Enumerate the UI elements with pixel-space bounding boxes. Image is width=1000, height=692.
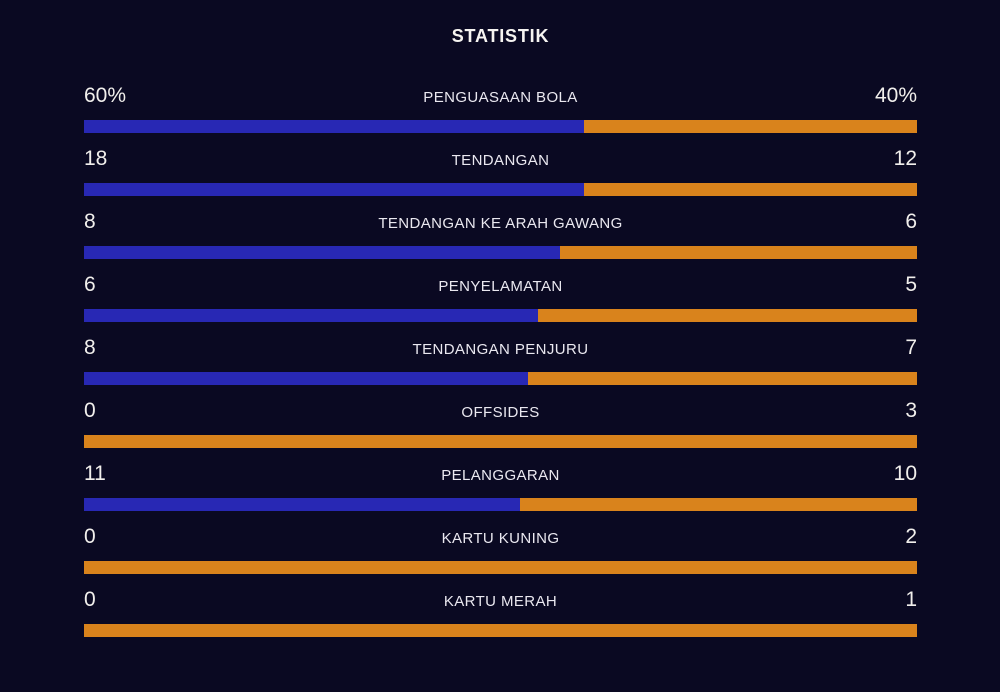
stat-row-head: 0 KARTU KUNING 2: [84, 525, 917, 549]
stat-label: TENDANGAN KE ARAH GAWANG: [378, 215, 623, 232]
stat-row: 0 OFFSIDES 3: [84, 399, 917, 448]
away-value: 10: [893, 462, 917, 485]
away-bar-segment: [583, 120, 917, 133]
stat-row-head: 0 OFFSIDES 3: [84, 399, 917, 423]
away-value: 2: [905, 525, 917, 548]
stat-bar: [84, 309, 917, 322]
panel-title: STATISTIK: [451, 26, 550, 46]
away-bar-segment: [520, 498, 917, 511]
away-bar-segment: [84, 561, 917, 574]
stat-bar: [84, 435, 917, 448]
home-value: 8: [84, 336, 96, 359]
home-value: 6: [84, 273, 96, 296]
away-bar-segment: [583, 183, 917, 196]
stat-row-head: 6 PENYELAMATAN 5: [84, 273, 917, 297]
stat-row: 8 TENDANGAN PENJURU 7: [84, 336, 917, 385]
stat-row: 60% PENGUASAAN BOLA 40%: [84, 84, 917, 133]
home-value: 60%: [84, 84, 127, 107]
home-bar-segment: [84, 183, 584, 196]
stat-label: KARTU KUNING: [441, 530, 560, 547]
home-bar-segment: [84, 120, 584, 133]
stat-label: KARTU MERAH: [443, 593, 558, 610]
stat-label: PENYELAMATAN: [438, 278, 563, 295]
home-value: 0: [84, 399, 96, 422]
stat-bar: [84, 183, 917, 196]
home-bar-segment: [84, 246, 560, 259]
stat-row-head: 18 TENDANGAN 12: [84, 147, 917, 171]
home-value: 0: [84, 525, 96, 548]
stat-bar: [84, 246, 917, 259]
stat-row: 6 PENYELAMATAN 5: [84, 273, 917, 322]
home-value: 18: [84, 147, 108, 170]
stat-bar: [84, 561, 917, 574]
home-bar-segment: [84, 498, 521, 511]
away-value: 5: [905, 273, 917, 296]
stat-rows: 60% PENGUASAAN BOLA 40% 18 TENDANGAN 12 8 TENDA…: [84, 84, 917, 637]
away-value: 40%: [874, 84, 917, 107]
away-bar-segment: [528, 372, 917, 385]
stat-label: PENGUASAAN BOLA: [423, 89, 578, 106]
stat-row-head: 11 PELANGGARAN 10: [84, 462, 917, 486]
home-value: 11: [84, 462, 106, 485]
home-bar-segment: [84, 372, 529, 385]
stat-bar: [84, 372, 917, 385]
away-value: 7: [905, 336, 917, 359]
stat-row: 18 TENDANGAN 12: [84, 147, 917, 196]
stat-row: 8 TENDANGAN KE ARAH GAWANG 6: [84, 210, 917, 259]
stat-row-head: 8 TENDANGAN PENJURU 7: [84, 336, 917, 360]
away-bar-segment: [84, 624, 917, 637]
stat-label: TENDANGAN: [451, 152, 550, 169]
home-value: 0: [84, 588, 96, 611]
away-bar-segment: [538, 309, 917, 322]
away-value: 3: [905, 399, 917, 422]
stat-bar: [84, 624, 917, 637]
away-bar-segment: [84, 435, 917, 448]
stat-bar: [84, 120, 917, 133]
stat-label: TENDANGAN PENJURU: [412, 341, 589, 358]
away-value: 12: [893, 147, 917, 170]
stat-bar: [84, 498, 917, 511]
away-value: 6: [905, 210, 917, 233]
stat-row-head: 0 KARTU MERAH 1: [84, 588, 917, 612]
away-bar-segment: [560, 246, 917, 259]
stat-row: 0 KARTU KUNING 2: [84, 525, 917, 574]
stat-row: 11 PELANGGARAN 10: [84, 462, 917, 511]
away-value: 1: [905, 588, 917, 611]
stat-row-head: 60% PENGUASAAN BOLA 40%: [84, 84, 917, 108]
stat-label: OFFSIDES: [461, 404, 540, 421]
home-value: 8: [84, 210, 96, 233]
stat-label: PELANGGARAN: [441, 467, 560, 484]
stat-row: 0 KARTU MERAH 1: [84, 588, 917, 637]
home-bar-segment: [84, 309, 539, 322]
stat-row-head: 8 TENDANGAN KE ARAH GAWANG 6: [84, 210, 917, 234]
